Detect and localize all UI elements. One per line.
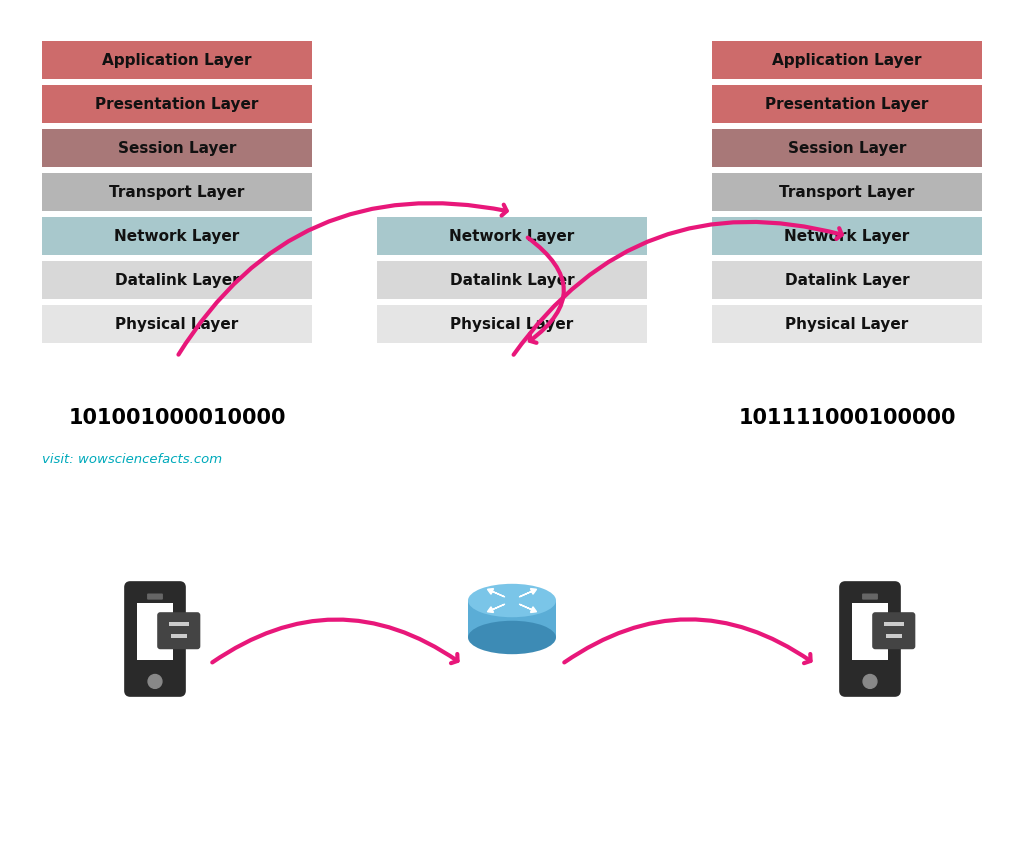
FancyBboxPatch shape bbox=[42, 218, 312, 256]
FancyBboxPatch shape bbox=[42, 174, 312, 212]
FancyBboxPatch shape bbox=[42, 42, 312, 80]
Text: Presentation Layer: Presentation Layer bbox=[765, 97, 929, 113]
FancyBboxPatch shape bbox=[137, 604, 173, 660]
FancyBboxPatch shape bbox=[712, 305, 982, 344]
FancyArrow shape bbox=[519, 605, 537, 612]
Text: 101111000100000: 101111000100000 bbox=[738, 408, 955, 427]
Text: 101001000010000: 101001000010000 bbox=[69, 408, 286, 427]
Text: Transport Layer: Transport Layer bbox=[110, 185, 245, 200]
FancyBboxPatch shape bbox=[126, 583, 183, 695]
FancyBboxPatch shape bbox=[468, 601, 556, 638]
FancyBboxPatch shape bbox=[147, 594, 163, 600]
FancyBboxPatch shape bbox=[42, 130, 312, 168]
Text: Application Layer: Application Layer bbox=[102, 54, 252, 68]
Text: Session Layer: Session Layer bbox=[787, 142, 906, 156]
Text: Datalink Layer: Datalink Layer bbox=[115, 273, 240, 288]
FancyBboxPatch shape bbox=[158, 612, 201, 649]
Circle shape bbox=[863, 675, 877, 688]
FancyArrow shape bbox=[519, 589, 537, 597]
FancyBboxPatch shape bbox=[886, 635, 901, 639]
Text: Transport Layer: Transport Layer bbox=[779, 185, 914, 200]
FancyArrow shape bbox=[487, 605, 505, 612]
FancyBboxPatch shape bbox=[42, 305, 312, 344]
Text: visit: wowsciencefacts.com: visit: wowsciencefacts.com bbox=[42, 453, 222, 466]
FancyBboxPatch shape bbox=[712, 174, 982, 212]
Text: Physical Layer: Physical Layer bbox=[451, 317, 573, 332]
FancyBboxPatch shape bbox=[852, 604, 888, 660]
Text: Physical Layer: Physical Layer bbox=[116, 317, 239, 332]
FancyBboxPatch shape bbox=[42, 262, 312, 299]
Text: Network Layer: Network Layer bbox=[115, 229, 240, 244]
FancyBboxPatch shape bbox=[42, 86, 312, 124]
FancyArrow shape bbox=[487, 589, 505, 597]
FancyBboxPatch shape bbox=[712, 130, 982, 168]
Text: Physical Layer: Physical Layer bbox=[785, 317, 908, 332]
Ellipse shape bbox=[468, 621, 556, 654]
Text: Network Layer: Network Layer bbox=[450, 229, 574, 244]
Circle shape bbox=[148, 675, 162, 688]
FancyBboxPatch shape bbox=[712, 218, 982, 256]
FancyBboxPatch shape bbox=[884, 622, 904, 626]
FancyBboxPatch shape bbox=[862, 594, 878, 600]
Text: Presentation Layer: Presentation Layer bbox=[95, 97, 259, 113]
Text: Network Layer: Network Layer bbox=[784, 229, 909, 244]
Ellipse shape bbox=[468, 584, 556, 618]
FancyBboxPatch shape bbox=[842, 583, 899, 695]
Text: Datalink Layer: Datalink Layer bbox=[450, 273, 574, 288]
Text: Datalink Layer: Datalink Layer bbox=[784, 273, 909, 288]
FancyBboxPatch shape bbox=[169, 622, 189, 626]
Text: Application Layer: Application Layer bbox=[772, 54, 922, 68]
FancyBboxPatch shape bbox=[712, 42, 982, 80]
FancyBboxPatch shape bbox=[377, 305, 647, 344]
FancyBboxPatch shape bbox=[712, 262, 982, 299]
FancyBboxPatch shape bbox=[171, 635, 186, 639]
FancyBboxPatch shape bbox=[712, 86, 982, 124]
FancyBboxPatch shape bbox=[872, 612, 915, 649]
FancyBboxPatch shape bbox=[377, 218, 647, 256]
Text: Session Layer: Session Layer bbox=[118, 142, 237, 156]
FancyBboxPatch shape bbox=[377, 262, 647, 299]
